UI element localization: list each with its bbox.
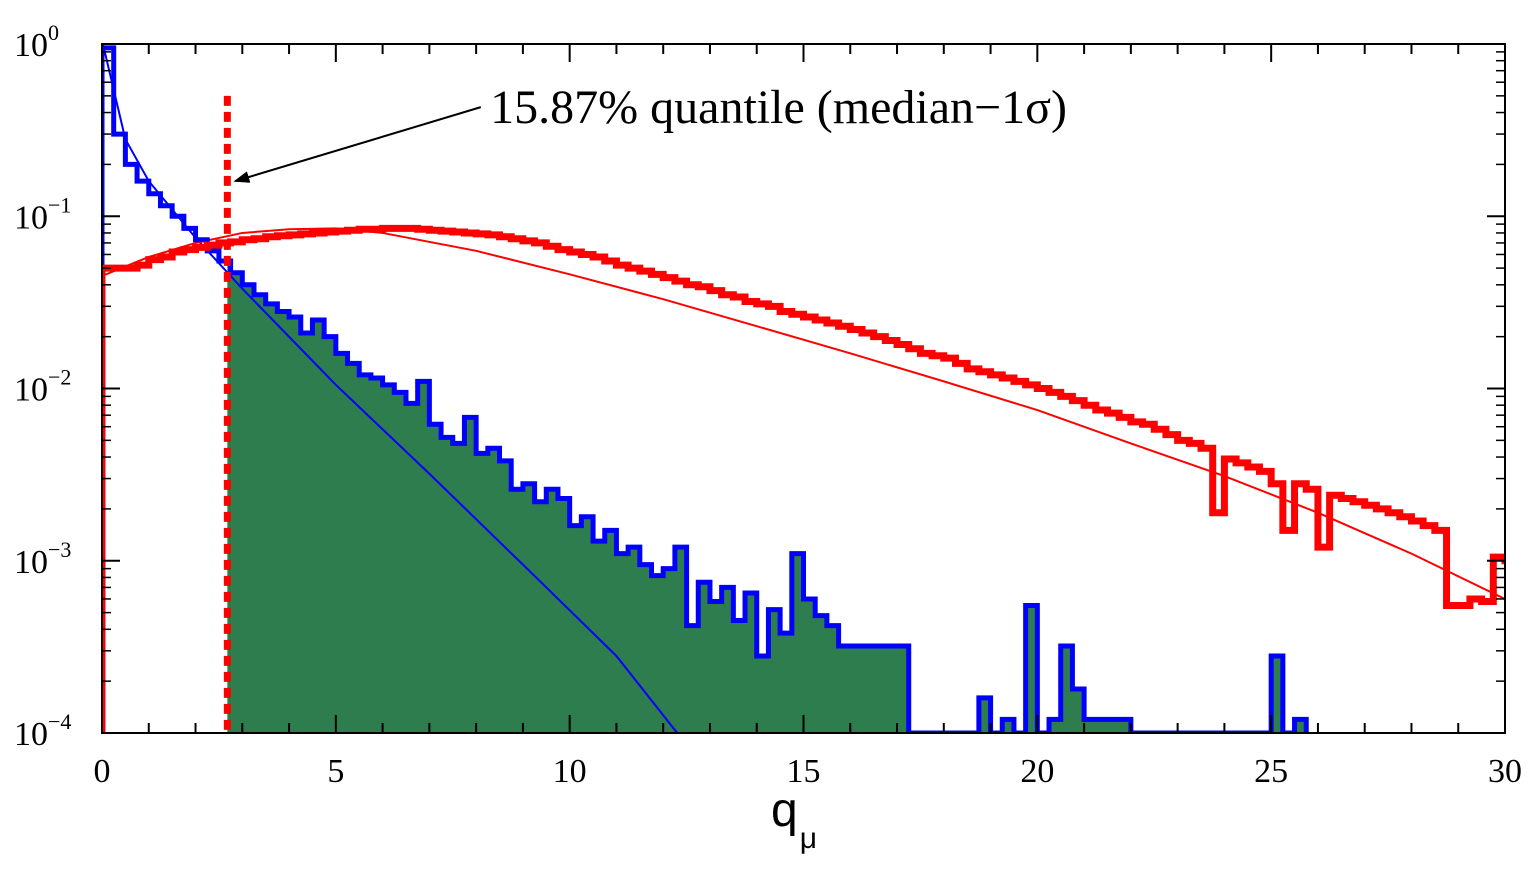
x-tick-labels: 0 5 10 15 20 25 30 <box>94 753 1523 790</box>
y-tick-label: 10−4 <box>14 709 71 753</box>
background-fit-line <box>102 44 679 733</box>
y-tick-labels: 100 10−1 10−2 10−3 10−4 <box>14 20 71 753</box>
y-tick-label: 100 <box>14 20 59 64</box>
x-tick-label: 10 <box>553 753 587 790</box>
plot-area <box>102 44 1505 733</box>
y-tick-label: 10−1 <box>14 192 71 236</box>
annotation-arrow <box>233 106 482 183</box>
y-tick-label: 10−3 <box>14 537 71 581</box>
y-tick-label: 10−2 <box>14 365 71 409</box>
x-tick-label: 20 <box>1020 753 1054 790</box>
tail-fill-region <box>227 260 1307 733</box>
x-tick-label: 0 <box>94 753 111 790</box>
x-tick-label: 25 <box>1254 753 1288 790</box>
x-tick-label: 5 <box>327 753 344 790</box>
annotation-text: 15.87% quantile (median−1σ) <box>490 81 1067 134</box>
axis-ticks <box>101 43 1506 734</box>
signal-histogram <box>102 224 1505 733</box>
x-tick-label: 15 <box>787 753 821 790</box>
x-tick-label: 30 <box>1488 753 1522 790</box>
x-axis-label: qμ <box>771 784 817 855</box>
background-histogram <box>102 45 1309 733</box>
